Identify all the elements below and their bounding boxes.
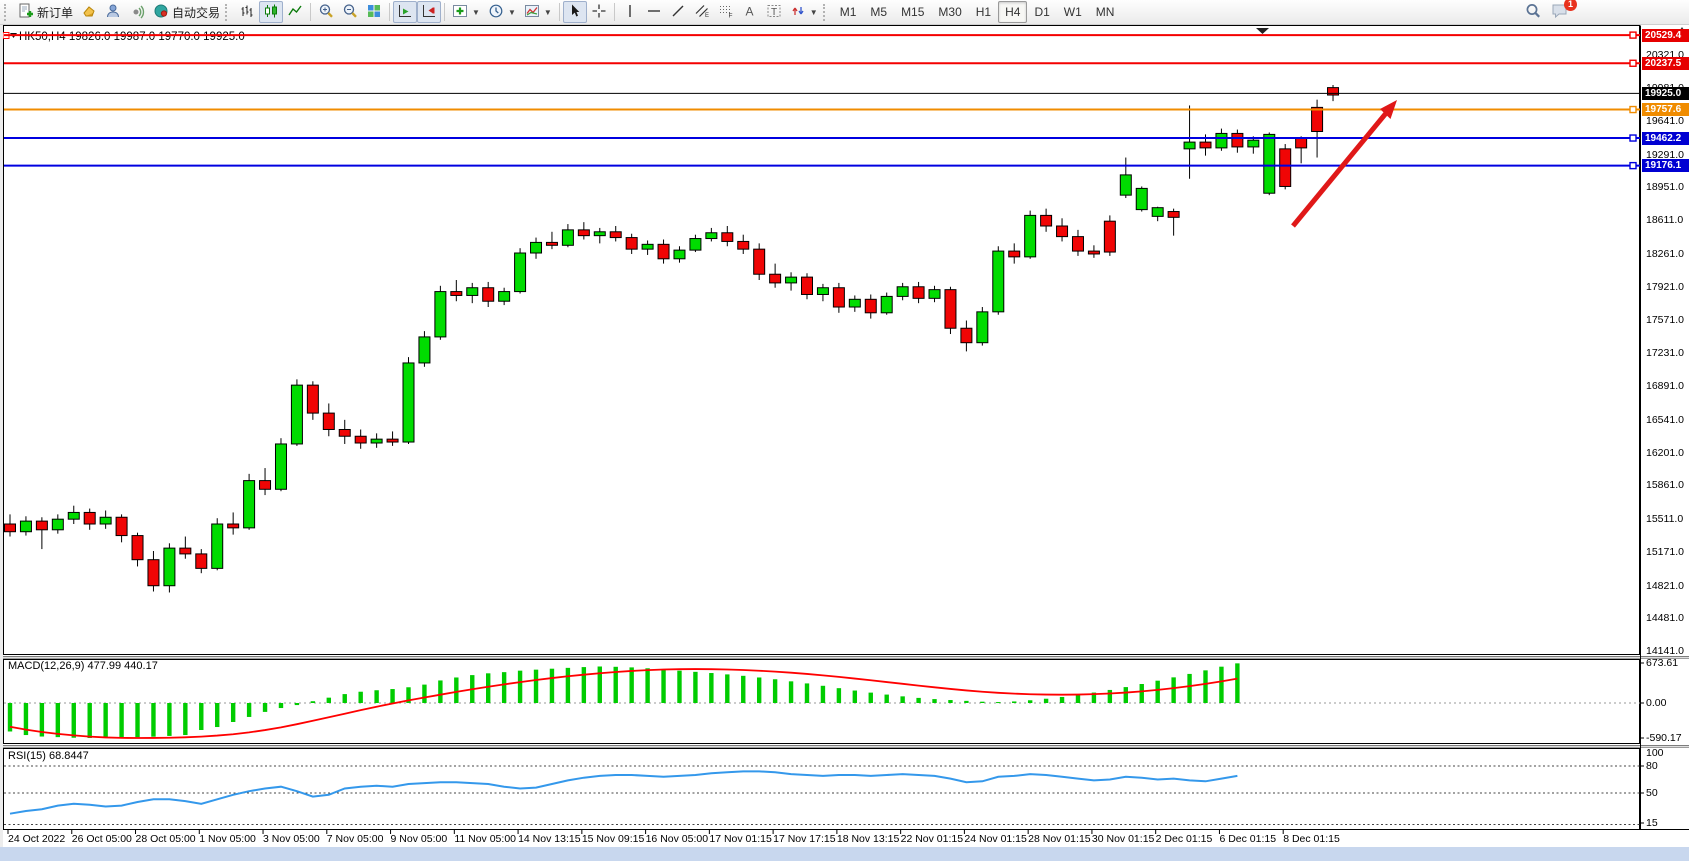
macd-indicator-label: MACD(12,26,9) 477.99 440.17 — [8, 660, 158, 672]
chart-shift-button[interactable] — [417, 1, 442, 23]
candlestick-chart-button[interactable] — [259, 1, 284, 23]
svg-text:F: F — [728, 12, 732, 19]
status-bar — [0, 847, 1689, 861]
cursor-button[interactable] — [562, 1, 587, 23]
line-chart-button[interactable] — [283, 1, 307, 23]
toolbar-grip[interactable] — [225, 3, 232, 21]
timeframe-button-h1[interactable]: H1 — [975, 5, 992, 19]
new-order-label: 新订单 — [37, 5, 74, 20]
window-left-margin — [0, 25, 3, 847]
text-a-icon: A — [742, 3, 758, 22]
signal-button[interactable] — [125, 1, 149, 23]
chevron-down-icon: ▼ — [809, 7, 818, 17]
arrow-objects-button[interactable]: ▼ — [786, 1, 822, 23]
arrow-objects-icon — [790, 3, 806, 22]
toolbar-separator — [613, 3, 615, 21]
notifications-icon[interactable]: 1 — [1550, 0, 1577, 23]
autotrading-button[interactable]: 自动交易 — [149, 1, 224, 23]
templates-icon — [524, 3, 540, 22]
history-center-icon — [81, 3, 97, 22]
timeframe-button-m30[interactable]: M30 — [938, 5, 962, 19]
timeframe-button-m1[interactable]: M1 — [839, 5, 857, 19]
svg-text:T: T — [771, 7, 777, 18]
line-chart-icon — [287, 3, 303, 22]
profile-button[interactable] — [101, 1, 125, 23]
periods-clock-icon — [488, 3, 504, 22]
toolbar-separator — [444, 3, 446, 21]
crosshair-button[interactable] — [587, 1, 611, 23]
new-order-icon — [18, 3, 34, 22]
history-center-button[interactable] — [77, 1, 101, 23]
timeframe-button-m15[interactable]: M15 — [901, 5, 925, 19]
toolbar-separator — [310, 3, 312, 21]
horizontal-line-button[interactable] — [642, 1, 666, 23]
auto-scroll-icon — [397, 3, 413, 22]
notification-badge: 1 — [1564, 0, 1577, 11]
timeframe-button-d1[interactable]: D1 — [1034, 5, 1050, 19]
search-icon[interactable] — [1524, 2, 1542, 23]
vertical-line-button[interactable] — [618, 1, 642, 23]
chart-shift-icon — [421, 3, 437, 22]
autotrading-label: 自动交易 — [172, 5, 221, 20]
trendline-icon — [670, 3, 686, 22]
svg-text:E: E — [705, 13, 709, 19]
fibonacci-icon: F — [718, 3, 734, 22]
horizontal-line-icon — [646, 3, 662, 22]
add-indicator-button[interactable]: ▼ — [448, 1, 484, 23]
svg-text:A: A — [745, 4, 753, 18]
templates-button[interactable]: ▼ — [520, 1, 556, 23]
timeframe-button-mn[interactable]: MN — [1095, 5, 1115, 19]
candlestick-chart-icon — [263, 3, 279, 22]
timeframe-button-w1[interactable]: W1 — [1063, 5, 1082, 19]
trendline-button[interactable] — [666, 1, 690, 23]
zoom-in-icon — [318, 3, 334, 22]
vertical-line-icon — [622, 3, 638, 22]
add-indicator-icon — [452, 3, 468, 22]
toolbar-separator — [389, 3, 391, 21]
chevron-down-icon: ▼ — [543, 7, 552, 17]
new-order-button[interactable]: 新订单 — [14, 1, 77, 23]
periods-button[interactable]: ▼ — [484, 1, 520, 23]
chevron-down-icon: ▼ — [507, 7, 516, 17]
equidistant-channel-icon: E — [694, 3, 710, 22]
profile-icon — [105, 3, 121, 22]
rsi-indicator-label: RSI(15) 68.8447 — [8, 750, 89, 762]
tile-windows-icon — [366, 3, 382, 22]
chart-title: HK50,H4 19826.0 19987.0 19770.0 19925.0 — [19, 31, 245, 43]
zoom-in-button[interactable] — [314, 1, 338, 23]
timeframe-group: M1 M5 M15 M30 H1 H4 D1 W1 MN — [833, 1, 1122, 23]
auto-scroll-button[interactable] — [393, 1, 418, 23]
autotrading-icon — [153, 3, 169, 22]
text-label-icon: T — [766, 3, 782, 22]
zoom-out-button[interactable] — [338, 1, 362, 23]
equidistant-channel-button[interactable]: E — [690, 1, 714, 23]
toolbar-grip[interactable] — [822, 3, 830, 21]
toolbar-separator — [558, 3, 560, 21]
timeframe-button-m5[interactable]: M5 — [870, 5, 888, 19]
toolbar-grip[interactable] — [4, 3, 11, 21]
fibonacci-button[interactable]: F — [714, 1, 738, 23]
crosshair-icon — [591, 3, 607, 22]
text-label-button[interactable]: T — [762, 1, 786, 23]
tile-windows-button[interactable] — [362, 1, 386, 23]
bar-chart-button[interactable] — [235, 1, 259, 23]
trend-arrow-annotation[interactable] — [1291, 100, 1397, 228]
timeframe-button-h4[interactable]: H4 — [998, 1, 1028, 23]
text-button[interactable]: A — [738, 1, 762, 23]
toolbar: 新订单 自动交易 — [0, 0, 1689, 25]
bar-chart-icon — [239, 3, 255, 22]
chevron-down-icon: ▼ — [472, 7, 480, 17]
signal-icon — [129, 3, 145, 22]
cursor-icon — [567, 3, 583, 22]
zoom-out-icon — [342, 3, 358, 22]
